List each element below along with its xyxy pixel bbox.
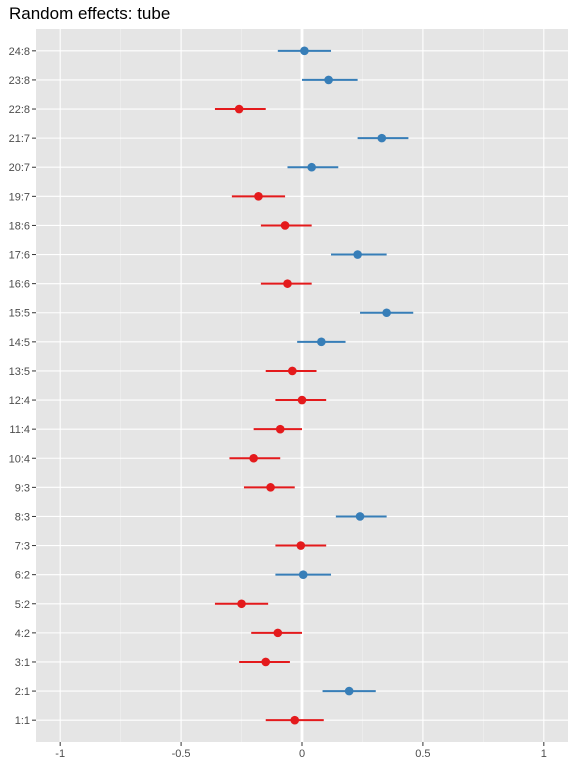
y-tick-label: 7:3: [15, 541, 30, 553]
estimate-point: [261, 657, 271, 667]
estimate-point: [296, 541, 306, 550]
estimate-point: [234, 104, 244, 114]
x-tick-label: 0: [299, 748, 305, 760]
estimate-marks: [214, 46, 414, 725]
y-tick-label: 6:2: [15, 570, 30, 582]
y-tick-label: 18:6: [9, 220, 30, 232]
estimate-point: [254, 192, 263, 201]
chart-title: Random effects: tube: [9, 4, 170, 23]
estimate-point: [298, 570, 308, 579]
y-tick-label: 8:3: [15, 511, 30, 523]
estimate-point: [382, 308, 391, 318]
y-tick-label: 19:7: [9, 191, 30, 203]
y-tick-label: 14:5: [9, 337, 30, 349]
y-tick-label: 16:6: [9, 279, 30, 291]
y-tick-label: 15:5: [9, 308, 30, 320]
estimate-point: [324, 75, 333, 85]
estimate-point: [288, 366, 297, 376]
y-tick-label: 20:7: [9, 162, 30, 174]
y-tick-label: 11:4: [9, 424, 30, 436]
estimate-point: [355, 512, 365, 521]
estimate-point: [297, 395, 307, 405]
minor-gridlines: [120, 29, 484, 742]
estimate-point: [290, 715, 300, 725]
y-tick-label: 24:8: [9, 46, 30, 58]
y-tick-label: 3:1: [15, 657, 30, 669]
y-tick-label: 23:8: [9, 75, 30, 87]
y-tick-label: 21:7: [9, 133, 30, 145]
estimate-point: [280, 221, 290, 230]
x-tick-label: 1: [541, 748, 547, 760]
y-tick-label: 22:8: [9, 104, 30, 116]
x-tick-label: 0.5: [415, 748, 430, 760]
estimate-point: [300, 46, 309, 56]
estimate-point: [353, 250, 362, 259]
estimate-point: [249, 453, 258, 463]
y-tick-label: 1:1: [15, 715, 30, 727]
x-axis: -1 -0.5 0 0.5 1: [55, 742, 547, 760]
x-tick-label: -1: [55, 748, 65, 760]
estimate-point: [317, 337, 326, 347]
estimate-point: [344, 686, 354, 696]
y-tick-label: 5:2: [15, 599, 30, 611]
x-tick-label: -0.5: [172, 748, 191, 760]
estimate-point: [283, 279, 292, 288]
y-tick-label: 10:4: [9, 453, 30, 465]
estimate-point: [266, 483, 275, 492]
y-tick-label: 13:5: [9, 366, 30, 378]
y-tick-label: 17:6: [9, 250, 30, 262]
estimate-point: [275, 424, 285, 434]
estimate-point: [377, 133, 387, 143]
y-tick-label: 4:2: [15, 628, 30, 640]
y-tick-label: 2:1: [15, 686, 30, 698]
y-tick-label: 9:3: [15, 482, 30, 494]
y-tick-label: 12:4: [9, 395, 30, 407]
estimate-point: [273, 628, 283, 638]
estimate-point: [307, 162, 316, 172]
y-axis: 24:8 23:8 22:8 21:7 20:7 19:7 18:6 17:6 16:6 15:5…: [9, 46, 36, 727]
estimate-point: [237, 599, 246, 609]
